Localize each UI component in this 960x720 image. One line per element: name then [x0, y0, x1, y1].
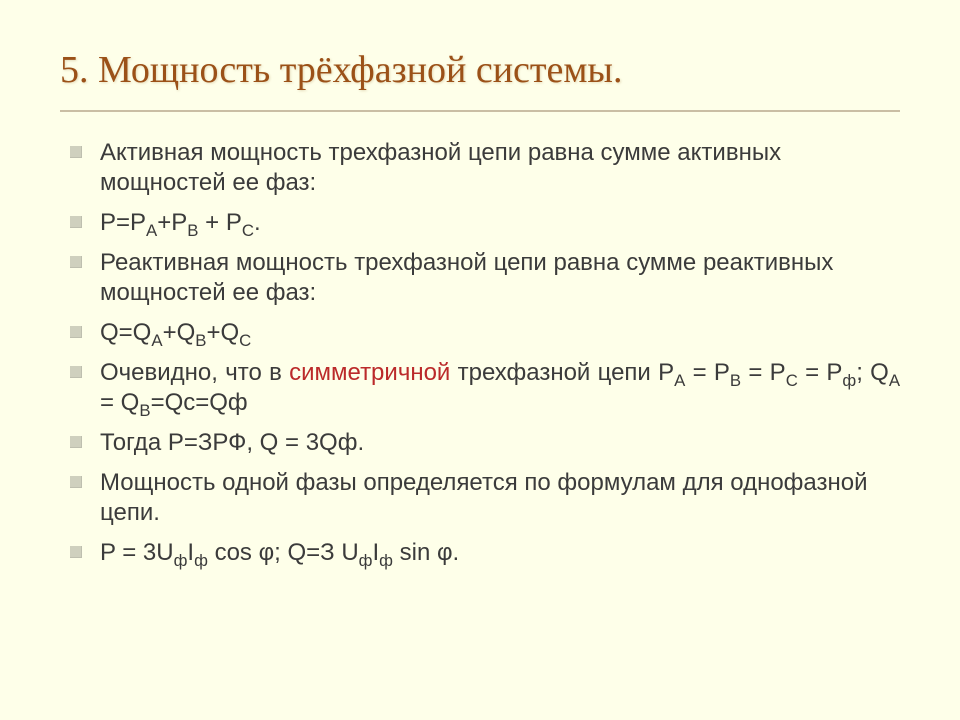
bullet-item: Q=QА+QВ+QС [70, 318, 900, 348]
slide-title: 5. Мощность трёхфазной системы. [60, 48, 900, 92]
bullet-item: Активная мощность трехфазной цепи равна … [70, 138, 900, 198]
bullet-item: Мощность одной фазы определяется по форм… [70, 468, 900, 528]
bullet-item: P = 3UфIф cos φ; Q=З UфIф sin φ. [70, 538, 900, 568]
slide: 5. Мощность трёхфазной системы. Активная… [0, 0, 960, 720]
bullet-item: P=PА+PВ + PС. [70, 208, 900, 238]
bullet-list: Активная мощность трехфазной цепи равна … [60, 138, 900, 568]
bullet-item: Реактивная мощность трехфазной цепи равн… [70, 248, 900, 308]
bullet-item: Тогда P=ЗРФ, Q = 3Qф. [70, 428, 900, 458]
title-rule [60, 110, 900, 112]
bullet-item: Очевидно, что в симметричной трехфазной … [70, 358, 900, 418]
